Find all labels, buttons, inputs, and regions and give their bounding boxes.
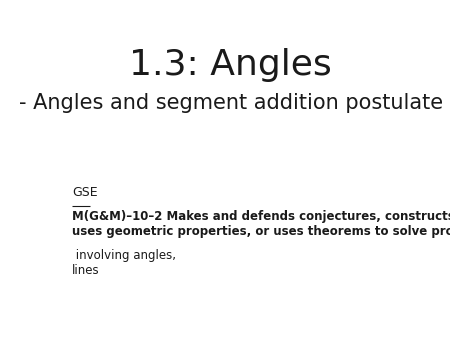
Text: involving angles,
lines: involving angles, lines <box>72 249 176 277</box>
Text: GSE: GSE <box>72 186 98 199</box>
Text: 1.3: Angles: 1.3: Angles <box>129 48 332 82</box>
Text: - Angles and segment addition postulate: - Angles and segment addition postulate <box>18 93 443 113</box>
Text: M(G&M)–10–2 Makes and defends conjectures, constructs geometric arguments,
uses : M(G&M)–10–2 Makes and defends conjecture… <box>72 210 450 238</box>
